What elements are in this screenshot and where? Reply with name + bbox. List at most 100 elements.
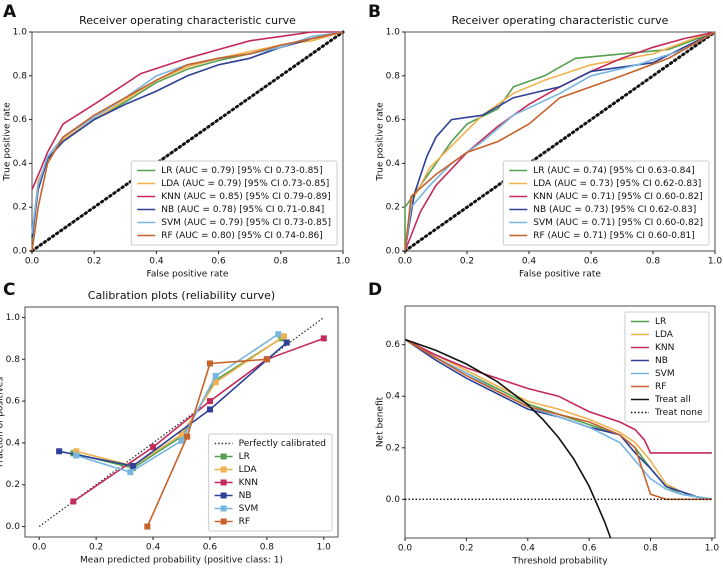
legend-label: RF (AUC = 0.71) [95% CI 0.60-0.81] (533, 231, 695, 241)
series-line (404, 31, 716, 252)
x-tick-label: 1.0 (705, 544, 720, 554)
series-line (404, 31, 716, 252)
y-tick-label: 0.0 (13, 247, 28, 257)
chart-panel: B 0.0 0.2 0.4 0.6 0.8 1.0 0.0 0.2 0.4 0.6 0.8 1.0 Rec… (368, 2, 722, 280)
chart-title: Calibration plots (reliability curve) (88, 289, 275, 302)
x-tick-label: 0.6 (584, 257, 599, 267)
legend-label: KNN (239, 478, 258, 488)
series-marker (283, 339, 290, 346)
legend-box (624, 311, 710, 423)
x-tick-label: 0.8 (646, 257, 661, 267)
legend-item: RF (AUC = 0.80) [95% CI 0.74-0.86] (137, 231, 323, 241)
legend-item: KNN (AUC = 0.85) [95% CI 0.79-0.89] (137, 192, 331, 202)
series-marker (263, 356, 270, 363)
legend-item: LR (AUC = 0.79) [95% CI 0.73-0.85] (137, 166, 323, 176)
series-marker (56, 448, 63, 455)
y-tick-label: 0.2 (386, 203, 400, 213)
series-marker (184, 433, 191, 440)
legend-item: SVM (AUC = 0.71) [95% CI 0.60-0.82] (509, 218, 703, 228)
legend-label: NB (AUC = 0.73) [95% CI 0.62-0.83] (533, 205, 696, 215)
series-line (404, 338, 712, 454)
legend-item: RF (AUC = 0.71) [95% CI 0.60-0.81] (509, 231, 695, 241)
x-axis-label: False positive rate (519, 270, 601, 280)
legend-label: LR (655, 317, 666, 327)
legend-item: RF (630, 382, 666, 392)
legend-marker (220, 479, 227, 486)
series-line (404, 338, 713, 501)
legend-label: KNN (AUC = 0.85) [95% CI 0.79-0.89] (161, 192, 330, 202)
y-tick-label: 0.4 (6, 438, 21, 448)
chart-panel: A 0.0 0.2 0.4 0.6 0.8 1.0 0.0 0.2 0.4 0.6 0.8 1.0 Rec… (3, 2, 351, 280)
x-tick-label: 0.2 (87, 257, 101, 267)
legend-item: KNN (630, 343, 674, 353)
legend-label: LDA (239, 465, 258, 475)
legend-item: LDA (AUC = 0.79) [95% CI 0.73-0.85] (137, 179, 329, 189)
series-marker (127, 469, 134, 476)
panel-letter: D (368, 280, 382, 300)
x-tick-label: 0.4 (149, 257, 164, 267)
legend-label: RF (239, 517, 250, 527)
legend: LR (AUC = 0.74) [95% CI 0.63-0.84] LDA (A… (502, 160, 710, 246)
x-tick-label: 0.4 (522, 257, 537, 267)
x-tick-label: 0.4 (146, 543, 161, 553)
x-tick-label: 0.6 (211, 257, 226, 267)
y-tick-label: 1.0 (13, 28, 28, 38)
y-tick-label: 0.4 (386, 392, 401, 402)
chart-title: Receiver operating characteristic curve (79, 14, 296, 27)
series-line (404, 31, 716, 252)
legend-label: Treat all (654, 395, 691, 405)
series-line (404, 338, 713, 501)
legend-marker (220, 505, 227, 512)
legend-item: Perfectly calibrated (214, 439, 326, 449)
y-tick-label: 0.6 (6, 397, 21, 407)
legend-item: RF (214, 517, 250, 527)
y-axis-label: Fraction of positives (0, 377, 6, 468)
legend-marker (220, 492, 227, 499)
series-marker (178, 437, 185, 444)
legend-item: Treat all (630, 395, 691, 405)
y-tick-label: 0.8 (386, 71, 401, 81)
x-tick-label: 0.6 (582, 544, 597, 554)
y-axis-label: True positive rate (376, 102, 386, 182)
y-tick-label: 0.6 (13, 115, 28, 125)
x-tick-label: 0.8 (260, 543, 275, 553)
x-tick-label: 0.4 (521, 544, 536, 554)
y-tick-label: 0.0 (386, 247, 401, 257)
y-tick-label: 0.0 (6, 522, 21, 532)
series-line (146, 358, 267, 527)
legend-marker (220, 466, 227, 473)
series-marker (275, 331, 282, 338)
x-tick-label: 1.0 (336, 257, 351, 267)
plot-frame (24, 306, 339, 538)
x-tick-label: 0.2 (460, 257, 474, 267)
y-tick-label: 0.6 (386, 115, 401, 125)
legend-label: RF (655, 382, 666, 392)
legend-label: KNN (655, 343, 674, 353)
y-tick-label: 0.6 (386, 340, 401, 350)
series-marker (150, 444, 157, 451)
legend-label: Treat none (654, 408, 703, 418)
x-axis-label: False positive rate (147, 270, 229, 280)
x-axis-label: Threshold probability (511, 557, 608, 566)
plot-frame (404, 31, 716, 252)
legend-label: Perfectly calibrated (239, 439, 326, 449)
legend-label: LR (239, 452, 250, 462)
chance-line (30, 30, 345, 253)
series-line (31, 31, 344, 234)
legend-label: LR (AUC = 0.79) [95% CI 0.73-0.85] (161, 166, 322, 176)
series-marker (212, 379, 219, 386)
legend-item: SVM (630, 369, 675, 379)
chart-panel: C 0.0 0.2 0.4 0.6 0.8 1.0 0.0 0.2 0.4 0.6 0.8 1.0 Cal… (0, 280, 339, 566)
y-tick-label: 1.0 (386, 28, 401, 38)
legend-item: KNN (214, 478, 258, 488)
series-line (58, 341, 288, 467)
series-line (404, 31, 716, 252)
series-marker (206, 398, 213, 405)
panel-letter: B (368, 2, 381, 22)
legend-item: LR (AUC = 0.74) [95% CI 0.63-0.84] (509, 166, 695, 176)
x-tick-label: 0.8 (643, 544, 658, 554)
y-tick-label: 0.2 (6, 480, 20, 490)
legend-label: NB (239, 491, 252, 501)
y-axis-label: Net benefit (376, 396, 386, 447)
x-tick-label: 0.0 (32, 543, 47, 553)
